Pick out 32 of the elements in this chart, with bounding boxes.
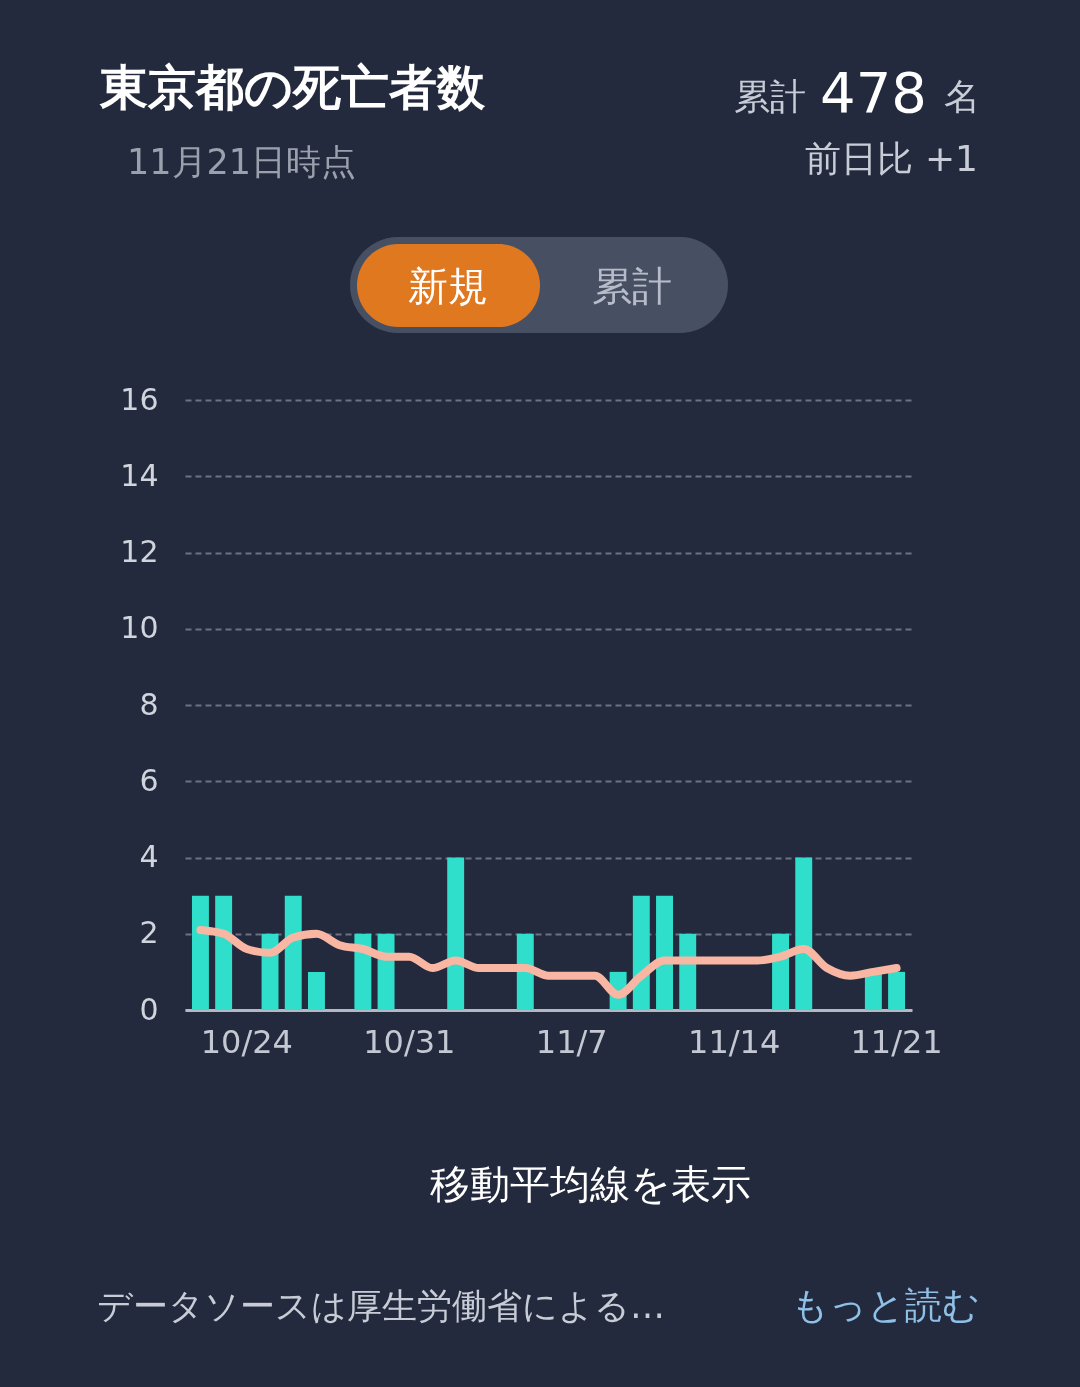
x-tick-label: 11/21: [850, 1022, 943, 1061]
bar: [307, 971, 325, 1010]
text: 新規: [408, 263, 488, 309]
y-tick-label: 12: [120, 534, 159, 569]
text: データソースは厚生労働省による…: [97, 1286, 665, 1326]
y-tick-label: 4: [139, 839, 159, 874]
text: 前日比 +1: [805, 138, 978, 179]
bar: [191, 895, 209, 1010]
x-tick-label: 11/14: [688, 1022, 781, 1061]
chart-title: 東京都の死亡者数: [99, 59, 486, 115]
bar: [656, 895, 673, 1010]
y-tick-label: 2: [139, 915, 159, 951]
text: もっと読む: [791, 1284, 980, 1327]
y-tick-label: 14: [120, 457, 159, 493]
y-tick-label: 6: [139, 762, 159, 798]
bar: [215, 895, 233, 1010]
bar: [447, 857, 465, 1010]
y-tick-label: 8: [139, 686, 159, 722]
x-tick-label: 10/31: [363, 1022, 456, 1061]
text: 移動平均線を表示: [430, 1161, 751, 1207]
y-tick-label: 16: [120, 381, 159, 417]
text: 累計: [592, 263, 672, 309]
text: 累計 478 名: [734, 60, 980, 125]
bar: [888, 971, 906, 1010]
bar: [795, 857, 813, 1010]
bar: [284, 895, 302, 1010]
x-tick-label: 11/7: [535, 1022, 608, 1061]
y-tick-label: 10: [120, 610, 159, 646]
chart-subtitle: 11月21日時点: [127, 142, 357, 182]
x-tick-label: 10/24: [200, 1022, 293, 1061]
bar: [632, 895, 650, 1010]
y-tick-label: 0: [139, 991, 159, 1027]
